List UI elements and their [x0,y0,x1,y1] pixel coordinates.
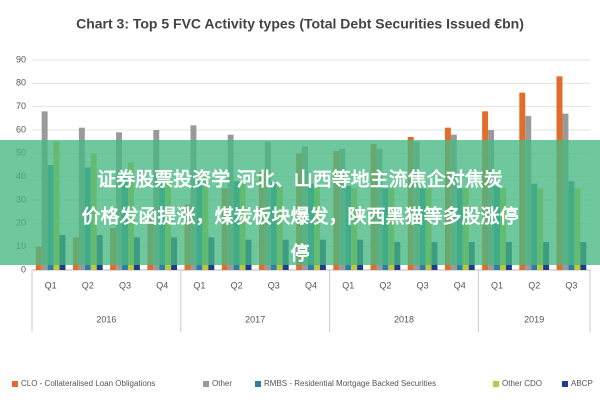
legend-label: RMBS - Residential Mortgage Backed Secur… [264,379,436,388]
x-tick-label: Q4 [454,280,466,290]
group-label: 2016 [96,314,116,324]
x-tick-label: Q1 [193,280,205,290]
y-tick-label: 70 [16,101,26,111]
x-tick-label: Q1 [342,280,354,290]
banner-text: 停 [290,242,309,265]
legend-swatch [562,381,568,387]
group-label: 2017 [245,314,265,324]
y-tick-label: 0 [21,264,26,274]
legend-swatch [493,381,499,387]
legend-label: ABCP [571,379,593,388]
x-tick-label: Q2 [379,280,391,290]
group-label: 2018 [394,314,414,324]
x-tick-label: Q3 [565,280,577,290]
legend-swatch [203,381,209,387]
banner-text: 价格发函提涨，煤炭板块爆发，陕西黑猫等多股涨停 [81,205,518,228]
x-tick-label: Q3 [417,280,429,290]
x-tick-label: Q4 [305,280,317,290]
x-tick-label: Q1 [45,280,57,290]
chart-title: Chart 3: Top 5 FVC Activity types (Total… [76,16,524,32]
legend-swatch [255,381,261,387]
x-tick-label: Q3 [119,280,131,290]
banner-text: 证券股票投资学 河北、山西等地主流焦企对焦炭 [97,168,503,191]
legend-label: CLO - Collateralised Loan Obligations [21,379,155,388]
x-tick-label: Q2 [82,280,94,290]
y-tick-label: 90 [16,54,26,64]
y-tick-label: 80 [16,78,26,88]
legend-swatch [12,381,18,387]
x-tick-label: Q3 [268,280,280,290]
x-tick-label: Q2 [231,280,243,290]
legend-label: Other CDO [502,379,542,388]
group-label: 2019 [524,314,544,324]
y-tick-label: 60 [16,124,26,134]
x-tick-label: Q4 [156,280,168,290]
banner-background [0,140,600,265]
legend-label: Other [212,379,232,388]
x-tick-label: Q2 [528,280,540,290]
x-tick-label: Q1 [491,280,503,290]
